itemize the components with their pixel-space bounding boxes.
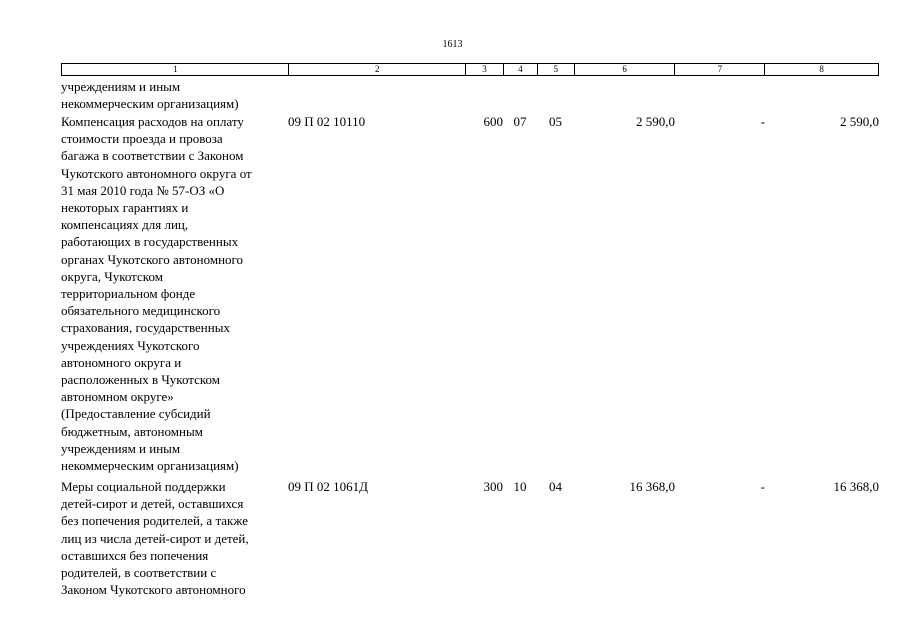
- header-col-8: 8: [764, 64, 878, 75]
- row-sum-1: 16 368,0: [629, 479, 676, 494]
- header-col-5: 5: [536, 64, 574, 75]
- row-subsection: 05: [549, 114, 562, 129]
- header-col-7: 7: [674, 64, 764, 75]
- row-sum-1: 2 590,0: [636, 114, 675, 129]
- row-expense-type: 600: [483, 114, 504, 129]
- header-col-4: 4: [502, 64, 537, 75]
- header-col-2: 2: [288, 64, 465, 75]
- row-code: 09 П 02 1061Д: [288, 479, 369, 494]
- row-section: 10: [513, 479, 527, 494]
- header-col-6: 6: [573, 64, 675, 75]
- row-sum-2: -: [760, 114, 765, 129]
- row-description: Компенсация расходов на оплату стоимости…: [61, 114, 252, 474]
- header-col-1: 1: [172, 64, 178, 74]
- page-number: 1613: [442, 39, 463, 50]
- row-description: учреждениям и иным некоммерческим органи…: [61, 79, 239, 112]
- row-subsection: 04: [549, 479, 562, 494]
- row-code: 09 П 02 10110: [288, 114, 366, 129]
- row-sum-3: 16 368,0: [833, 479, 880, 494]
- row-sum-3: 2 590,0: [840, 114, 879, 129]
- row-expense-type: 300: [483, 479, 504, 494]
- row-sum-2: -: [760, 479, 765, 494]
- row-section: 07: [513, 114, 527, 129]
- header-col-3: 3: [465, 64, 503, 75]
- row-description: Меры социальной поддержки детей-сирот и …: [61, 479, 249, 598]
- table-header: 1 2 3 4 5 6 7 8: [61, 63, 879, 76]
